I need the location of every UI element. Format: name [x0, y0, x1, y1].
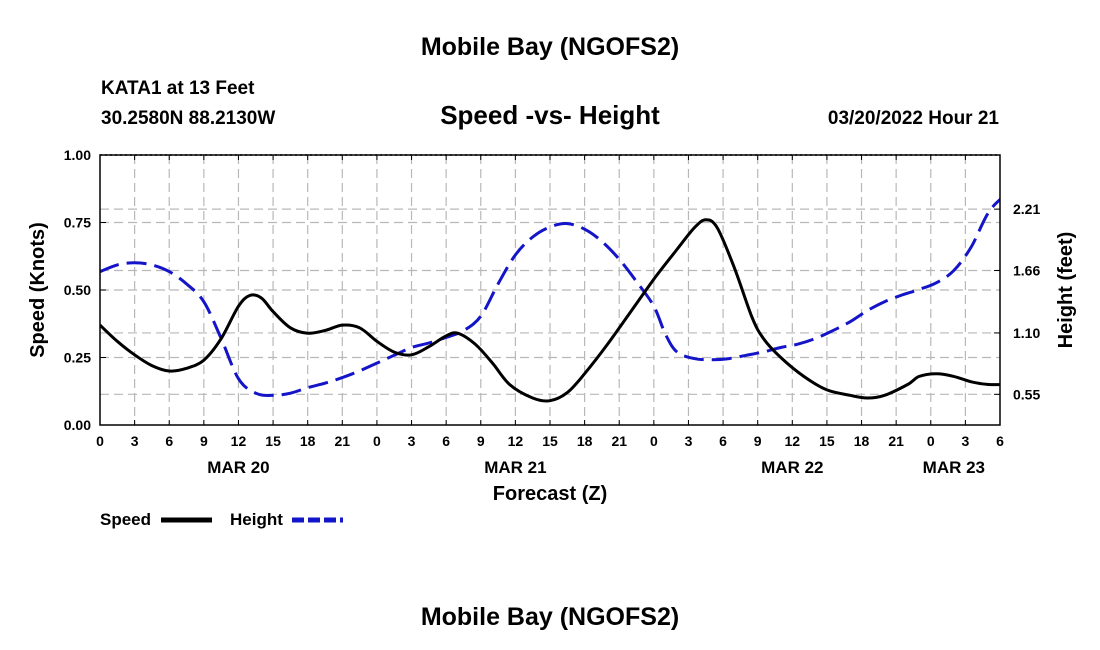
x-tick-label: 15 [542, 433, 558, 449]
y-axis-right-label: Height (feet) [1055, 232, 1077, 349]
x-tick-label: 3 [685, 433, 693, 449]
y-left-tick-label: 0.75 [64, 215, 91, 231]
x-tick-label: 6 [719, 433, 727, 449]
location-label: 30.2580N 88.2130W [101, 108, 275, 129]
x-tick-label: 0 [650, 433, 658, 449]
chart-title: Mobile Bay (NGOFS2) [421, 33, 679, 61]
x-tick-label: 15 [819, 433, 835, 449]
axis-ticks: 0 3 6 9 12 15 18 21 0 3 6 9 12 15 18 21 0 3 6 9 12 15 18 21 0 3 6 0… [64, 147, 1041, 477]
x-tick-label: 0 [96, 433, 104, 449]
x-tick-label: 9 [200, 433, 208, 449]
legend-height-label: Height [230, 510, 283, 529]
x-tick-label: 6 [996, 433, 1004, 449]
y-axis-left-label: Speed (Knots) [27, 222, 49, 358]
y-right-tick-label: 1.66 [1013, 262, 1040, 278]
x-tick-label: 9 [477, 433, 485, 449]
chart-subtitle: Speed -vs- Height [440, 100, 660, 130]
x-tick-label: 12 [785, 433, 801, 449]
date-label: MAR 23 [923, 458, 985, 477]
series-line-height [100, 197, 1000, 397]
x-tick-label: 3 [961, 433, 969, 449]
x-tick-label: 0 [927, 433, 935, 449]
x-tick-label: 21 [335, 433, 351, 449]
x-tick-label: 15 [265, 433, 281, 449]
x-tick-label: 12 [508, 433, 524, 449]
legend: Speed Height [100, 510, 343, 529]
date-label: MAR 20 [207, 458, 269, 477]
y-left-tick-label: 0.00 [64, 417, 91, 433]
x-tick-label: 9 [754, 433, 762, 449]
timestamp-label: 03/20/2022 Hour 21 [828, 108, 1000, 129]
y-right-tick-label: 2.21 [1013, 201, 1040, 217]
y-left-tick-label: 0.50 [64, 282, 91, 298]
legend-speed-label: Speed [100, 510, 151, 529]
x-tick-label: 18 [300, 433, 316, 449]
y-right-tick-label: 0.55 [1013, 386, 1040, 402]
series-line-speed [100, 218, 1000, 403]
x-tick-label: 21 [888, 433, 904, 449]
y-left-tick-label: 0.25 [64, 350, 91, 366]
footer-title: Mobile Bay (NGOFS2) [421, 603, 679, 631]
x-tick-label: 6 [442, 433, 450, 449]
station-label: KATA1 at 13 Feet [101, 78, 255, 99]
x-tick-label: 21 [611, 433, 627, 449]
y-left-tick-label: 1.00 [64, 147, 91, 163]
x-tick-label: 0 [373, 433, 381, 449]
date-label: MAR 22 [761, 458, 823, 477]
series-layer [100, 197, 1000, 403]
x-tick-label: 3 [408, 433, 416, 449]
x-tick-label: 3 [131, 433, 139, 449]
grid-lines [100, 155, 1000, 425]
x-tick-label: 18 [854, 433, 870, 449]
date-label: MAR 21 [484, 458, 546, 477]
x-tick-label: 6 [165, 433, 173, 449]
x-tick-label: 18 [577, 433, 593, 449]
x-tick-label: 12 [231, 433, 247, 449]
x-axis-label: Forecast (Z) [493, 483, 607, 505]
y-right-tick-label: 1.10 [1013, 325, 1040, 341]
